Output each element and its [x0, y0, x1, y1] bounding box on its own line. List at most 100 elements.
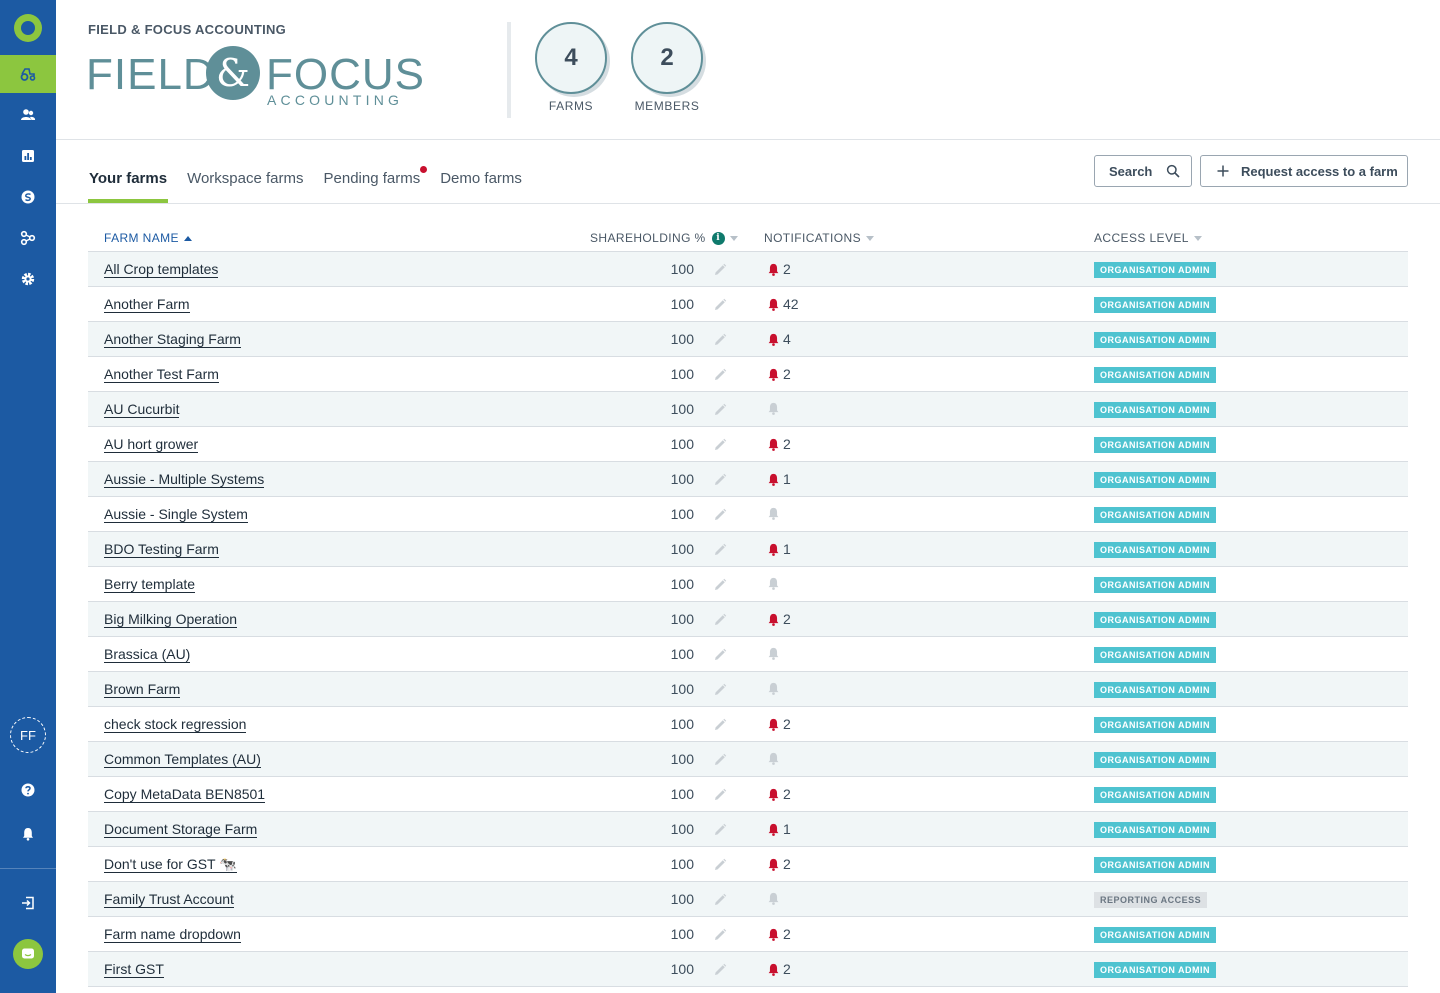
chat-launcher[interactable] [13, 939, 43, 969]
notifications-cell[interactable] [766, 576, 783, 591]
farm-name-link[interactable]: Copy MetaData BEN8501 [104, 786, 266, 803]
column-access-level[interactable]: ACCESS LEVEL [1094, 231, 1202, 245]
farm-name-link[interactable]: Farm name dropdown [104, 926, 241, 943]
farm-name-link[interactable]: Another Test Farm [104, 366, 219, 383]
table-row[interactable]: check stock regression 100 2 ORGANISATION A… [88, 707, 1408, 742]
edit-pencil-icon[interactable] [712, 682, 728, 698]
notifications-cell[interactable]: 2 [766, 366, 791, 382]
table-row[interactable]: Berry template 100 ORGANISATION ADMIN [88, 567, 1408, 602]
farm-name-link[interactable]: Don't use for GST 🐄 [104, 856, 237, 873]
notifications-cell[interactable]: 4 [766, 331, 791, 347]
notifications-cell[interactable] [766, 751, 783, 766]
edit-pencil-icon[interactable] [712, 332, 728, 348]
farm-name-link[interactable]: Another Staging Farm [104, 331, 241, 348]
farm-name-link[interactable]: Family Trust Account [104, 891, 234, 908]
edit-pencil-icon[interactable] [712, 962, 728, 978]
edit-pencil-icon[interactable] [712, 927, 728, 943]
farm-name-link[interactable]: Aussie - Multiple Systems [104, 471, 265, 488]
notifications-cell[interactable]: 2 [766, 261, 791, 277]
tab-demo-farms[interactable]: Demo farms [440, 170, 522, 187]
table-row[interactable]: Family Trust Account 100 REPORTING ACCESS [88, 882, 1408, 917]
notifications-cell[interactable]: 2 [766, 926, 791, 942]
farm-name-link[interactable]: Big Milking Operation [104, 611, 238, 628]
edit-pencil-icon[interactable] [712, 752, 728, 768]
notifications-cell[interactable]: 2 [766, 786, 791, 802]
sidebar-item-network[interactable] [0, 219, 56, 257]
sidebar-item-members[interactable] [0, 96, 56, 134]
column-shareholding[interactable]: SHAREHOLDING % i [590, 231, 738, 245]
search-button[interactable]: Search [1094, 155, 1192, 187]
sidebar-item-logout[interactable] [0, 884, 56, 922]
farm-name-link[interactable]: All Crop templates [104, 261, 219, 278]
table-row[interactable]: Copy MetaData BEN8501 100 2 ORGANISATION AD… [88, 777, 1408, 812]
notifications-cell[interactable] [766, 891, 783, 906]
table-row[interactable]: BDO Testing Farm 100 1 ORGANISATION ADMIN [88, 532, 1408, 567]
app-logo[interactable] [14, 14, 42, 42]
request-access-button[interactable]: Request access to a farm [1200, 155, 1408, 187]
table-row[interactable]: Aussie - Multiple Systems 100 1 ORGANISATIO… [88, 462, 1408, 497]
table-row[interactable]: Document Storage Farm 100 1 ORGANISATION AD… [88, 812, 1408, 847]
edit-pencil-icon[interactable] [712, 297, 728, 313]
table-row[interactable]: Brassica (AU) 100 ORGANISATION ADMIN [88, 637, 1408, 672]
farm-name-link[interactable]: Document Storage Farm [104, 821, 258, 838]
tab-pending-farms[interactable]: Pending farms [323, 160, 428, 203]
table-row[interactable]: Aussie - Single System 100 ORGANISATION AD… [88, 497, 1408, 532]
edit-pencil-icon[interactable] [712, 262, 728, 278]
avatar[interactable]: FF [10, 717, 46, 753]
edit-pencil-icon[interactable] [712, 892, 728, 908]
edit-pencil-icon[interactable] [712, 577, 728, 593]
notifications-cell[interactable]: 1 [766, 541, 791, 557]
edit-pencil-icon[interactable] [712, 507, 728, 523]
table-row[interactable]: Another Farm 100 42 ORGANISATION ADMIN [88, 287, 1408, 322]
notifications-cell[interactable] [766, 646, 783, 661]
table-row[interactable]: Another Test Farm 100 2 ORGANISATION ADMIN [88, 357, 1408, 392]
table-row[interactable]: Brown Farm 100 ORGANISATION ADMIN [88, 672, 1408, 707]
edit-pencil-icon[interactable] [712, 857, 728, 873]
table-row[interactable]: All Crop templates 100 2 ORGANISATION ADMIN [88, 252, 1408, 287]
sidebar-item-notifications[interactable] [0, 815, 56, 853]
edit-pencil-icon[interactable] [712, 647, 728, 663]
farm-name-link[interactable]: Common Templates (AU) [104, 751, 261, 768]
farm-name-link[interactable]: Aussie - Single System [104, 506, 248, 523]
farm-name-link[interactable]: Brassica (AU) [104, 646, 191, 663]
table-row[interactable]: Big Milking Operation 100 2 ORGANISATION AD… [88, 602, 1408, 637]
edit-pencil-icon[interactable] [712, 787, 728, 803]
notifications-cell[interactable]: 1 [766, 471, 791, 487]
notifications-cell[interactable] [766, 506, 783, 521]
sidebar-item-settings[interactable] [0, 260, 56, 298]
sidebar-item-help[interactable] [0, 771, 56, 809]
sidebar-item-reports[interactable] [0, 137, 56, 175]
farm-name-link[interactable]: AU hort grower [104, 436, 199, 453]
notifications-cell[interactable] [766, 681, 783, 696]
table-row[interactable]: Common Templates (AU) 100 ORGANISATION ADM… [88, 742, 1408, 777]
edit-pencil-icon[interactable] [712, 472, 728, 488]
table-row[interactable]: First GST 100 2 ORGANISATION ADMIN [88, 952, 1408, 987]
notifications-cell[interactable]: 2 [766, 436, 791, 452]
farm-name-link[interactable]: Brown Farm [104, 681, 181, 698]
edit-pencil-icon[interactable] [712, 717, 728, 733]
sidebar-item-farms[interactable] [0, 55, 56, 93]
notifications-cell[interactable]: 2 [766, 961, 791, 977]
info-icon[interactable]: i [711, 231, 725, 245]
edit-pencil-icon[interactable] [712, 612, 728, 628]
column-notifications[interactable]: NOTIFICATIONS [764, 231, 874, 245]
edit-pencil-icon[interactable] [712, 822, 728, 838]
notifications-cell[interactable]: 1 [766, 821, 791, 837]
tab-your-farms[interactable]: Your farms [88, 160, 169, 203]
farm-name-link[interactable]: Another Farm [104, 296, 190, 313]
table-row[interactable]: Another Staging Farm 100 4 ORGANISATION ADM… [88, 322, 1408, 357]
notifications-cell[interactable]: 2 [766, 611, 791, 627]
farm-name-link[interactable]: AU Cucurbit [104, 401, 180, 418]
table-row[interactable]: AU hort grower 100 2 ORGANISATION ADMIN [88, 427, 1408, 462]
edit-pencil-icon[interactable] [712, 402, 728, 418]
notifications-cell[interactable]: 2 [766, 716, 791, 732]
notifications-cell[interactable]: 42 [766, 296, 799, 312]
farm-name-link[interactable]: Berry template [104, 576, 196, 593]
farm-name-link[interactable]: BDO Testing Farm [104, 541, 219, 558]
table-row[interactable]: Farm name dropdown 100 2 ORGANISATION ADMIN [88, 917, 1408, 952]
edit-pencil-icon[interactable] [712, 367, 728, 383]
farm-name-link[interactable]: check stock regression [104, 716, 247, 733]
notifications-cell[interactable] [766, 401, 783, 416]
column-farm-name[interactable]: FARM NAME [104, 231, 192, 245]
farm-name-link[interactable]: First GST [104, 961, 164, 978]
